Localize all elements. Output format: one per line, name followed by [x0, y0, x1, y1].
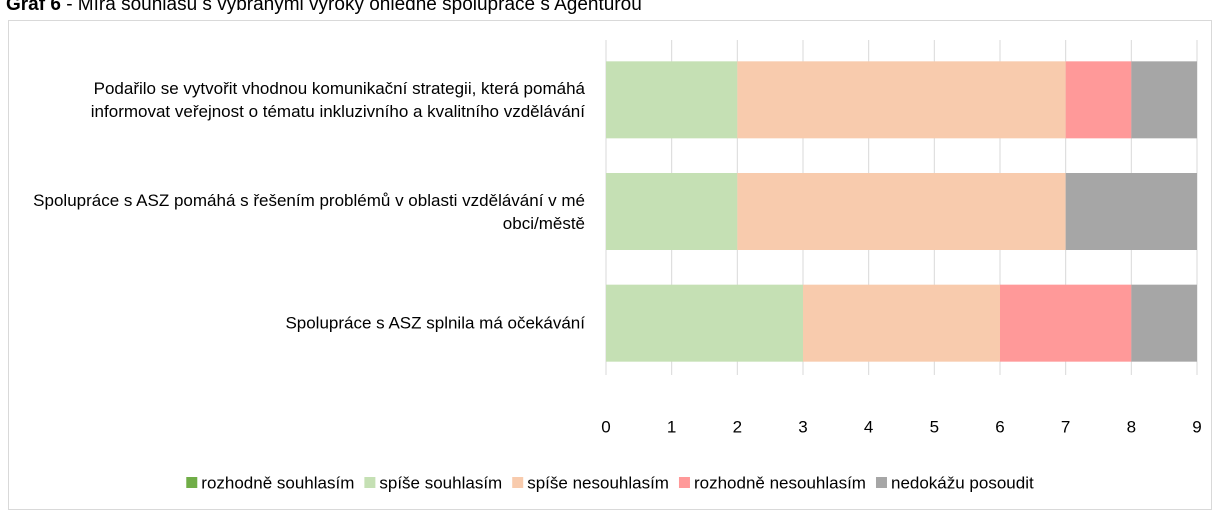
- bar-segment: [737, 61, 1066, 139]
- x-tick-label: 0: [601, 417, 610, 436]
- legend-swatch: [875, 477, 887, 488]
- legend-label: rozhodně nesouhlasím: [694, 473, 866, 492]
- bar-segment: [606, 173, 738, 250]
- x-tick-label: 3: [798, 417, 807, 436]
- y-tick-label: Spolupráce s ASZ splnila má očekávání: [285, 313, 585, 333]
- x-tick-label: 1: [667, 417, 676, 436]
- x-tick-label: 4: [864, 417, 873, 436]
- bar-segment: [1000, 284, 1132, 362]
- x-tick-label: 2: [733, 417, 742, 436]
- legend-label: spíše nesouhlasím: [527, 473, 669, 492]
- title-prefix: Graf 6: [6, 0, 61, 15]
- title-text: - Míra souhlasu s vybranými výroky ohled…: [60, 0, 642, 15]
- y-tick-label: Podařilo se vytvořit vhodnou komunikační…: [90, 78, 585, 121]
- bar-segment: [803, 284, 1000, 362]
- x-tick-label: 7: [1061, 417, 1070, 436]
- x-tick-label: 9: [1192, 417, 1201, 436]
- chart-title: Graf 6 - Míra souhlasu s vybranými výrok…: [6, 0, 642, 16]
- x-tick-label: 5: [930, 417, 939, 436]
- legend-label: spíše souhlasím: [379, 473, 502, 492]
- x-tick-label: 8: [1127, 417, 1136, 436]
- y-tick-label: Spolupráce s ASZ pomáhá s řešením problé…: [33, 190, 585, 233]
- legend-swatch: [678, 477, 690, 488]
- bar-segment: [1131, 61, 1197, 139]
- bar-segment: [1131, 284, 1197, 362]
- bar-segment: [1065, 173, 1197, 250]
- legend-swatch: [364, 477, 376, 488]
- legend-label: nedokážu posoudit: [891, 473, 1034, 492]
- bar-segment: [606, 61, 738, 139]
- bar-segment: [737, 173, 1066, 250]
- x-tick-label: 6: [995, 417, 1004, 436]
- bar-segment: [606, 284, 803, 362]
- bar-segment: [1065, 61, 1132, 139]
- legend-label: rozhodně souhlasím: [201, 473, 354, 492]
- legend-swatch: [186, 477, 198, 488]
- chart-border: [8, 20, 1212, 510]
- legend-swatch: [512, 477, 524, 488]
